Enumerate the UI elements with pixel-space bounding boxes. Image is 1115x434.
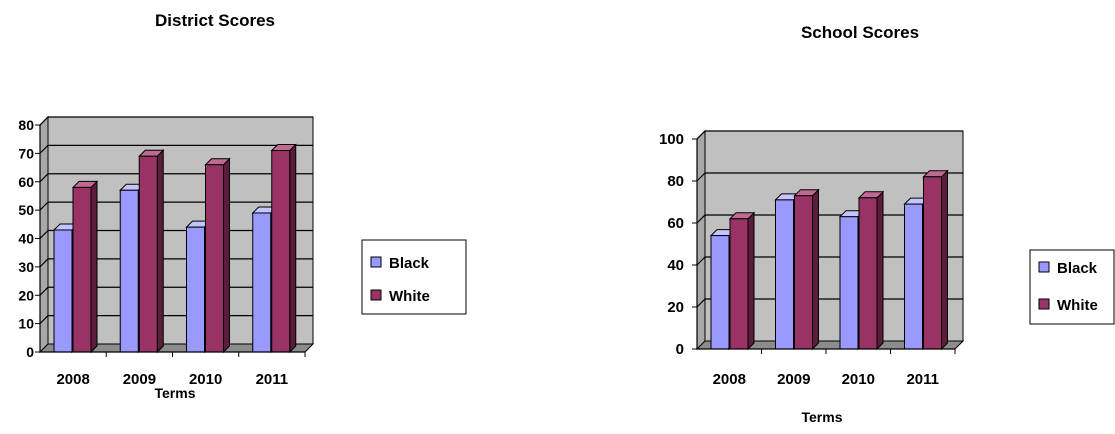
district-scores-chart: District Scores 0 10 20 30 40 50 60 70 80 2008 200… <box>18 11 467 401</box>
district-y-tick-label: 60 <box>18 174 34 190</box>
school-side-wall <box>696 129 706 351</box>
district-gridline <box>39 116 313 126</box>
school-x-tick-label: 2010 <box>842 371 875 388</box>
school-bar-white-2011 <box>922 169 949 351</box>
district-x-tick-label: 2011 <box>256 371 289 388</box>
district-y-tick-label: 40 <box>18 231 34 247</box>
district-axes: 0 10 20 30 40 50 60 70 80 2008 2009 2010 2011 <box>18 117 306 388</box>
district-x-axis-label: Terms <box>155 385 196 401</box>
district-bar-white-2009 <box>138 149 165 354</box>
school-x-axis-label: Terms <box>802 409 843 425</box>
district-chart-title: District Scores <box>155 11 275 30</box>
school-y-tick-label: 20 <box>667 299 684 316</box>
district-legend: Black White <box>361 239 467 315</box>
school-bar-white-2010 <box>857 190 885 351</box>
district-bar-white-2008 <box>71 180 99 354</box>
school-bar-white-2008 <box>728 211 756 351</box>
school-gridline <box>696 130 963 140</box>
district-gridline <box>39 144 313 154</box>
school-legend-swatch-black <box>1038 261 1050 273</box>
school-y-tick-label: 100 <box>659 131 684 148</box>
district-y-tick-label: 80 <box>18 117 34 133</box>
district-y-tick-label: 10 <box>18 316 34 332</box>
district-x-tick-label: 2009 <box>123 371 156 388</box>
district-y-tick-label: 50 <box>18 202 34 218</box>
school-chart-title: School Scores <box>801 23 919 42</box>
school-legend-label-black: Black <box>1057 260 1098 277</box>
school-bars <box>709 169 949 351</box>
school-y-tick-label: 80 <box>667 173 684 190</box>
district-legend-swatch-black <box>370 256 382 268</box>
school-y-tick-label: 40 <box>667 257 684 274</box>
district-y-tick-label: 30 <box>18 259 34 275</box>
school-axes: 0 20 40 60 80 100 2008 2009 2010 2011 <box>659 131 956 388</box>
district-y-tick-label: 70 <box>18 145 34 161</box>
district-bar-white-2011 <box>270 143 297 354</box>
district-legend-box <box>361 239 467 315</box>
school-bar-white-2009 <box>793 188 820 351</box>
district-y-tick-label: 0 <box>26 344 34 360</box>
school-y-tick-label: 0 <box>676 341 684 358</box>
school-y-tick-label: 60 <box>667 215 684 232</box>
district-x-tick-label: 2010 <box>189 371 222 388</box>
district-bar-white-2010 <box>204 157 231 354</box>
district-x-tick-label: 2008 <box>56 371 89 388</box>
school-legend-label-white: White <box>1057 297 1098 314</box>
school-legend: Black White <box>1029 249 1115 325</box>
district-y-tick-label: 20 <box>18 287 34 303</box>
school-x-tick-label: 2009 <box>777 371 810 388</box>
school-scores-chart: School Scores 0 20 40 60 80 100 2008 2009 2010 20… <box>659 23 1115 425</box>
school-x-tick-label: 2008 <box>713 371 746 388</box>
district-legend-swatch-white <box>370 289 382 301</box>
district-bars <box>52 143 297 354</box>
school-x-tick-label: 2011 <box>906 371 939 388</box>
school-legend-swatch-white <box>1038 298 1050 310</box>
school-gridline <box>696 172 963 182</box>
district-legend-label-black: Black <box>389 255 430 272</box>
district-legend-label-white: White <box>389 288 430 305</box>
